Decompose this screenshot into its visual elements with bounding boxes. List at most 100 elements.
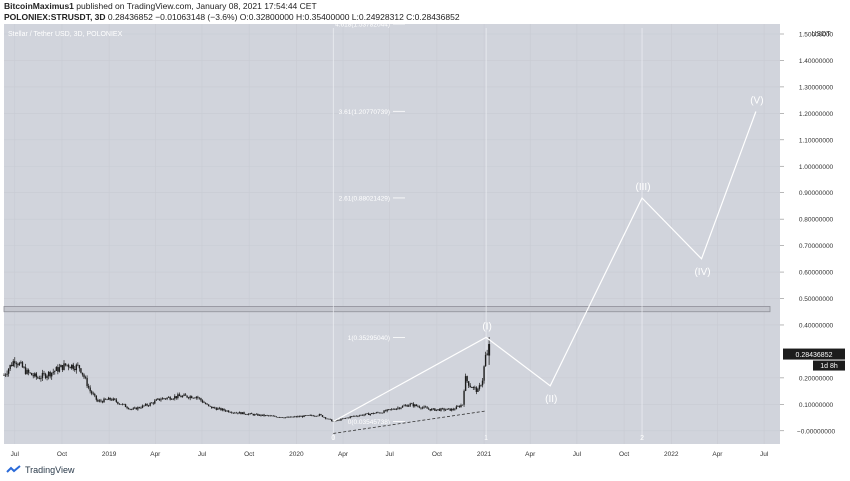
- wave-labels: (I) (II) (III) (IV) (V): [482, 96, 763, 405]
- y-tick-label: 1.40000000: [799, 58, 834, 65]
- candle-body: [251, 413, 253, 415]
- wave-label: (III): [636, 182, 651, 193]
- candle-body: [272, 415, 274, 417]
- candle-body: [343, 418, 345, 419]
- candle-body: [34, 373, 36, 377]
- tradingview-logo[interactable]: TradingView: [6, 465, 75, 475]
- symbol-label[interactable]: POLONIEX:STRUSDT, 3D: [4, 12, 106, 22]
- candle-body: [129, 408, 131, 410]
- candle-body: [10, 364, 13, 367]
- candle-body: [111, 399, 113, 401]
- candle-body: [371, 413, 373, 414]
- candle-body: [423, 406, 425, 408]
- plot-area: [4, 24, 780, 444]
- candle-body: [9, 364, 11, 370]
- candle-body: [392, 408, 394, 410]
- candle-body: [141, 405, 144, 408]
- candle-body: [338, 419, 341, 421]
- candles: [3, 337, 491, 422]
- candle-body: [275, 416, 278, 418]
- candle-body: [341, 418, 344, 420]
- candle-body: [367, 413, 370, 416]
- wave-label: (II): [545, 394, 557, 405]
- candle-body: [409, 403, 411, 406]
- candle-body: [467, 381, 470, 386]
- candle-body: [320, 414, 322, 416]
- candle-body: [55, 367, 58, 371]
- candle-body: [226, 410, 228, 412]
- candle-body: [466, 376, 468, 382]
- candle-body: [449, 408, 451, 411]
- candle-body: [347, 417, 350, 419]
- x-tick-label: Oct: [244, 451, 254, 458]
- candle-body: [61, 365, 64, 370]
- candle-body: [149, 403, 151, 406]
- candle-body: [95, 395, 98, 400]
- candle-body: [89, 387, 91, 392]
- candle-body: [195, 396, 198, 398]
- candle-body: [374, 413, 376, 414]
- price-axis[interactable]: [780, 24, 850, 444]
- x-axis-ticks: Jul Oct 2019 Apr Jul Oct 2020 Apr Jul Oct 2021 Apr J…: [11, 451, 769, 458]
- candle-body: [197, 396, 199, 398]
- candle-body: [304, 415, 307, 416]
- candle-body: [461, 404, 464, 406]
- candle-body: [346, 417, 348, 419]
- y-tick-label: 1.10000000: [799, 137, 834, 144]
- candle-body: [395, 408, 398, 410]
- candle-body: [289, 416, 291, 418]
- candle-body: [26, 369, 28, 374]
- candle-body: [198, 397, 201, 399]
- time-axis[interactable]: [0, 444, 850, 463]
- x-tick-label: Jul: [11, 451, 20, 458]
- candle-body: [164, 398, 167, 400]
- candle-body: [194, 397, 196, 399]
- candle-body: [397, 407, 399, 409]
- candle-body: [241, 412, 244, 415]
- candle-body: [117, 401, 119, 404]
- candle-body: [23, 367, 25, 368]
- candle-body: [283, 417, 285, 419]
- candle-body: [64, 363, 67, 366]
- candle-body: [483, 366, 485, 381]
- candle-body: [454, 409, 456, 410]
- candle-body: [175, 396, 178, 398]
- candle-body: [43, 372, 45, 374]
- candle-body: [401, 405, 404, 408]
- candle-body: [421, 407, 424, 409]
- candle-body: [187, 397, 190, 399]
- candle-body: [329, 418, 331, 420]
- candle-body: [123, 403, 125, 405]
- candle-body: [124, 404, 127, 408]
- y-tick-label: 0.10000000: [799, 402, 834, 409]
- candle-body: [432, 408, 434, 410]
- candle-body: [44, 373, 47, 379]
- candle-body: [35, 373, 38, 378]
- candle-body: [324, 417, 327, 419]
- candle-body: [41, 372, 44, 379]
- candle-body: [140, 407, 142, 409]
- candle-body: [114, 398, 116, 400]
- y-tick-label: 0.70000000: [799, 243, 834, 250]
- candle-body: [171, 399, 173, 400]
- y-tick-label: −0.00000000: [797, 428, 836, 435]
- ohlc-values: 0.28436852 −0.01063148 (−3.6%) O:0.32800…: [107, 12, 460, 22]
- candle-body: [132, 408, 134, 410]
- candle-body: [426, 407, 428, 409]
- y-tick-label: 0.20000000: [799, 375, 834, 382]
- candle-body: [46, 376, 48, 379]
- wave-label: (I): [482, 321, 491, 332]
- candle-body: [100, 400, 102, 402]
- x-tick-label: Apr: [150, 451, 161, 458]
- x-tick-label: Apr: [525, 451, 536, 458]
- candle-body: [294, 416, 296, 418]
- candle-body: [50, 372, 53, 377]
- candle-body: [227, 410, 230, 413]
- candle-body: [360, 414, 362, 416]
- candle-body: [81, 372, 84, 375]
- candle-body: [406, 405, 408, 407]
- candle-body: [274, 415, 276, 417]
- candle-body: [109, 397, 111, 400]
- author-name[interactable]: BitcoinMaximus1: [4, 1, 74, 11]
